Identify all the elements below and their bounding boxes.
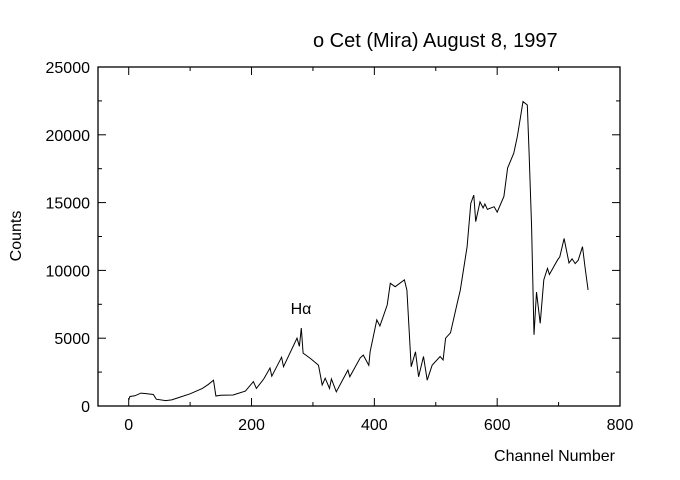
- y-tick-label: 0: [81, 399, 90, 416]
- x-tick-label: 800: [607, 417, 634, 434]
- x-axis-label: Channel Number: [494, 448, 616, 465]
- x-tick-label: 0: [124, 417, 133, 434]
- y-tick-label: 15000: [46, 196, 91, 213]
- axes: 0 200 400 600 800 0 5000 10000 15000 20000 25000: [46, 60, 634, 434]
- y-tick-label: 25000: [46, 60, 91, 77]
- x-tick-label: 600: [484, 417, 511, 434]
- y-tick-label: 10000: [46, 263, 91, 280]
- h-alpha-annotation: Hα: [291, 301, 312, 318]
- chart-title: ο Cet (Mira) August 8, 1997: [313, 30, 558, 52]
- y-tick-label: 5000: [54, 331, 90, 348]
- y-axis-label: Counts: [8, 211, 25, 262]
- y-tick-label: 20000: [46, 128, 91, 145]
- x-tick-label: 400: [361, 417, 388, 434]
- plot-frame: [97, 66, 621, 407]
- spectrum-line: [128, 100, 589, 402]
- x-tick-label: 200: [238, 417, 265, 434]
